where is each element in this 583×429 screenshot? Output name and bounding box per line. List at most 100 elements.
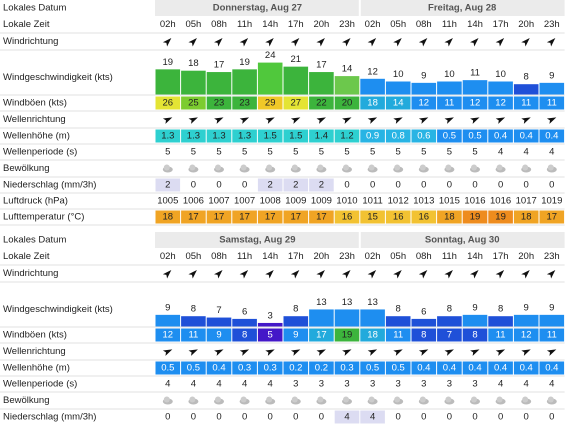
- time-label: 02h: [160, 251, 176, 262]
- cell-value: 0: [216, 412, 221, 423]
- cell-value: 4: [524, 147, 529, 158]
- cell-value: 25: [188, 98, 199, 109]
- value-cell: [283, 210, 309, 224]
- weather-icon: [290, 164, 301, 173]
- cell-value: 1013: [413, 196, 434, 207]
- arrow-shape: [342, 349, 352, 356]
- wind-value: 17: [214, 60, 225, 71]
- value-cell: [360, 410, 385, 424]
- cell-value: 11: [496, 330, 506, 341]
- direction-arrow: [367, 349, 378, 356]
- cell-value: 4: [344, 412, 349, 423]
- row-label: Windböen (kts): [3, 98, 67, 109]
- cell-value: 5: [242, 147, 247, 158]
- wind-bar: [309, 72, 334, 95]
- arrow-shape: [418, 37, 428, 47]
- value-cell: [257, 129, 283, 143]
- arrow-shape: [521, 269, 530, 279]
- cloud-shape: [189, 396, 196, 403]
- cloud-shape: [163, 164, 170, 171]
- arrow-shape: [495, 269, 505, 279]
- wind-value: 14: [342, 64, 353, 75]
- cell-value: 23: [214, 98, 225, 109]
- cell-value: 3: [421, 379, 426, 390]
- cloud-shape: [522, 164, 529, 171]
- cell-value: 4: [370, 412, 375, 423]
- weather-icon: [188, 164, 199, 173]
- direction-arrow: [393, 37, 402, 47]
- cloud-shape: [215, 396, 221, 403]
- weather-icon: [342, 164, 352, 173]
- cell-value: 0: [370, 180, 375, 191]
- direction-arrow: [162, 349, 173, 356]
- cell-value: 4: [191, 379, 196, 390]
- cell-value: 1009: [285, 196, 306, 207]
- wind-value: 7: [216, 305, 221, 316]
- cell-value: 0.4: [545, 363, 558, 374]
- time-label: 14h: [262, 19, 278, 30]
- direction-arrow: [342, 349, 352, 356]
- value-cell: [334, 410, 360, 424]
- cell-value: 0: [524, 412, 529, 423]
- arrow-shape: [418, 349, 429, 356]
- cell-value: 4: [242, 379, 247, 390]
- cell-value: 11: [393, 330, 403, 341]
- weather-icon: [393, 396, 404, 405]
- value-cell: [206, 328, 232, 342]
- direction-arrow: [316, 37, 325, 47]
- cell-value: 27: [291, 98, 302, 109]
- time-label: 05h: [185, 251, 201, 262]
- arrow-shape: [214, 117, 224, 124]
- wind-bar: [462, 80, 488, 95]
- direction-arrow: [367, 269, 377, 279]
- direction-arrow: [290, 117, 301, 124]
- cell-value: 0: [165, 412, 170, 423]
- cell-value: 0.2: [315, 363, 328, 374]
- arrow-shape: [367, 37, 377, 47]
- direction-arrow: [418, 117, 429, 124]
- cell-value: 1.5: [264, 131, 277, 142]
- row-label: Wellenperiode (s): [3, 379, 77, 390]
- direction-arrow: [367, 117, 378, 124]
- cell-value: 0: [344, 180, 349, 191]
- time-label: 23h: [544, 251, 560, 262]
- direction-arrow: [495, 269, 505, 279]
- time-label: 05h: [390, 19, 406, 30]
- wind-value: 9: [524, 302, 529, 313]
- wind-value: 13: [316, 297, 327, 308]
- cell-value: 4: [549, 147, 554, 158]
- direction-arrow: [316, 349, 326, 356]
- wind-value: 12: [367, 66, 378, 77]
- cell-value: 1008: [260, 196, 281, 207]
- cell-value: 5: [447, 147, 452, 158]
- cell-value: 0: [498, 412, 503, 423]
- arrow-shape: [214, 349, 224, 356]
- cell-value: 5: [370, 147, 375, 158]
- wind-value: 10: [444, 69, 455, 80]
- value-cell: [181, 129, 206, 143]
- cell-value: 0.5: [366, 363, 379, 374]
- direction-arrow: [444, 37, 453, 47]
- direction-arrow: [214, 269, 223, 279]
- cloud-shape: [547, 396, 554, 403]
- weather-icon: [495, 164, 506, 173]
- arrow-shape: [290, 37, 300, 47]
- cell-value: 0.5: [392, 363, 405, 374]
- direction-arrow: [521, 37, 530, 47]
- wind-bar: [232, 318, 257, 327]
- arrow-shape: [239, 117, 250, 124]
- value-cell: [360, 361, 385, 375]
- row-label: Windrichtung: [3, 36, 58, 47]
- direction-arrow: [495, 117, 506, 124]
- cell-value: 3: [319, 379, 324, 390]
- value-cell: [488, 210, 513, 224]
- time-label: 20h: [518, 251, 534, 262]
- cell-value: 19: [342, 330, 353, 341]
- direction-arrow: [495, 37, 505, 47]
- value-cell: [309, 210, 334, 224]
- cell-value: 0: [472, 180, 477, 191]
- cell-value: 0: [421, 412, 426, 423]
- cell-value: 9: [216, 330, 221, 341]
- cell-value: 0.8: [392, 131, 405, 142]
- arrow-shape: [444, 269, 453, 279]
